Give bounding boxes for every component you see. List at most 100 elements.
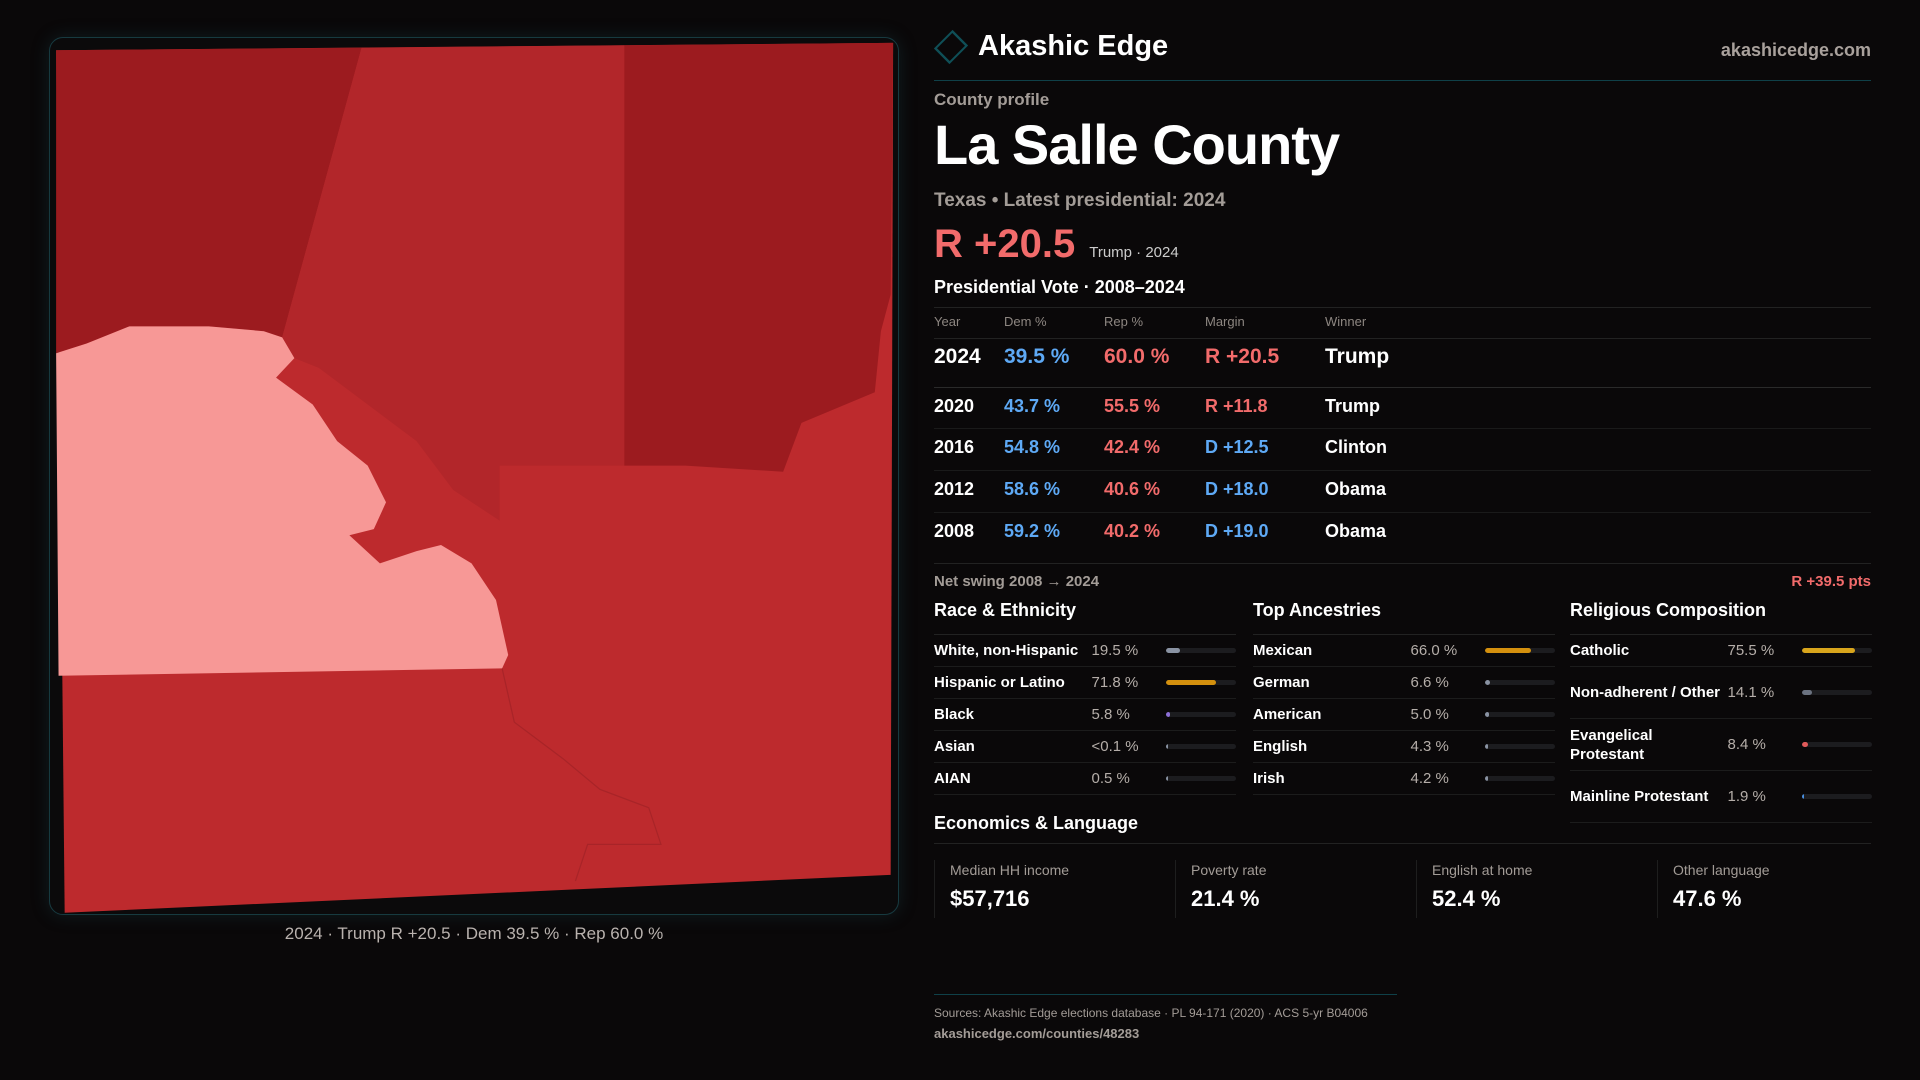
- map-region-west[interactable]: [56, 326, 509, 676]
- kicker: County profile: [934, 90, 1050, 109]
- net-swing-label: Net swing 2008 → 2024: [934, 573, 1100, 590]
- stat-value: 6.6 %: [1410, 674, 1449, 691]
- sources: Sources: Akashic Edge elections database…: [934, 1006, 1368, 1020]
- stat-label: Evangelical Protestant: [1570, 726, 1653, 763]
- vote-rep: 40.6 %: [1104, 479, 1161, 499]
- subtitle: Texas • Latest presidential: 2024: [934, 190, 1226, 211]
- econ-stat: Poverty rate 21.4 %: [1175, 860, 1416, 918]
- site-link[interactable]: akashicedge.com: [1720, 40, 1871, 60]
- stat-label: English: [1253, 738, 1308, 755]
- econ-label: Other language: [1673, 862, 1770, 878]
- stat-bar-fill: [1485, 712, 1489, 717]
- stat-bar: [1802, 690, 1872, 695]
- section-title: Religious Composition: [1570, 600, 1766, 620]
- econ-value: 21.4 %: [1191, 886, 1260, 911]
- precinct-map[interactable]: [49, 37, 899, 915]
- stat-row: White, non-Hispanic 19.5 %: [934, 635, 1236, 667]
- stat-label: White, non-Hispanic: [934, 642, 1079, 659]
- map-caption: 2024 · Trump R +20.5 · Dem 39.5 % · Rep …: [284, 924, 664, 943]
- county-url[interactable]: akashicedge.com/counties/48283: [934, 1026, 1140, 1041]
- econ-value: 52.4 %: [1432, 886, 1501, 911]
- vote-margin: D +19.0: [1205, 521, 1269, 541]
- stat-label: Black: [934, 706, 975, 723]
- vote-winner: Obama: [1325, 479, 1387, 499]
- stat-label: German: [1253, 674, 1310, 691]
- stat-label: AIAN: [934, 770, 971, 787]
- stat-label: Irish: [1253, 770, 1285, 787]
- stat-bar-fill: [1485, 744, 1489, 749]
- page-title: La Salle County: [934, 113, 1340, 176]
- stat-bar: [1485, 744, 1555, 749]
- stat-value: 19.5 %: [1091, 642, 1139, 659]
- stat-value: 5.0 %: [1410, 706, 1449, 723]
- stat-bar: [1166, 712, 1236, 717]
- vote-margin: R +20.5: [1205, 345, 1280, 368]
- section-title: Top Ancestries: [1253, 600, 1382, 620]
- stat-bar-fill: [1485, 680, 1490, 685]
- section-title: Race & Ethnicity: [934, 600, 1077, 620]
- vote-winner: Obama: [1325, 521, 1387, 541]
- econ-stat: Other language 47.6 %: [1657, 860, 1898, 918]
- vote-margin: R +11.8: [1205, 396, 1268, 416]
- margin-note: Trump · 2024: [1089, 244, 1179, 261]
- econ-stat: Median HH income $57,716: [934, 860, 1175, 918]
- stat-value: 1.9 %: [1727, 788, 1766, 805]
- stat-row: English 4.3 %: [1253, 731, 1555, 763]
- vote-winner: Clinton: [1325, 437, 1387, 457]
- stat-label: Asian: [934, 738, 975, 755]
- econ-value: 47.6 %: [1673, 886, 1742, 911]
- th-rep: Rep %: [1104, 314, 1144, 329]
- stat-bar-fill: [1802, 742, 1809, 747]
- brand-logo[interactable]: Akashic Edge: [933, 29, 1169, 64]
- vote-rep: 55.5 %: [1104, 396, 1161, 416]
- stat-value: <0.1 %: [1091, 738, 1139, 755]
- map-region-north-central[interactable]: [282, 45, 625, 521]
- stat-bar-fill: [1485, 648, 1532, 653]
- stat-bar: [1802, 742, 1872, 747]
- vote-year: 2008: [934, 521, 975, 541]
- th-margin: Margin: [1205, 314, 1245, 329]
- econ-value: $57,716: [950, 886, 1030, 911]
- stat-row: Asian <0.1 %: [934, 731, 1236, 763]
- stat-bar: [1485, 776, 1555, 781]
- stat-label: American: [1253, 706, 1322, 723]
- stat-bar: [1166, 648, 1236, 653]
- stat-label: Mexican: [1253, 642, 1313, 659]
- diamond-logo-icon: [933, 29, 969, 64]
- vote-year: 2012: [934, 479, 975, 499]
- stat-value: 4.2 %: [1410, 770, 1449, 787]
- econ-label: Poverty rate: [1191, 862, 1267, 878]
- economics-title: Economics & Language: [934, 813, 1139, 833]
- brand-name: Akashic Edge: [978, 30, 1169, 62]
- stat-value: 8.4 %: [1727, 736, 1766, 753]
- headline-margin: R +20.5: [934, 222, 1076, 266]
- stat-row: Black 5.8 %: [934, 699, 1236, 731]
- stat-row: Hispanic or Latino 71.8 %: [934, 667, 1236, 699]
- vote-rep: 42.4 %: [1104, 437, 1161, 457]
- vote-winner: Trump: [1325, 345, 1390, 368]
- th-winner: Winner: [1325, 314, 1367, 329]
- stat-value: 5.8 %: [1091, 706, 1130, 723]
- stat-row: Evangelical Protestant 8.4 %: [1570, 719, 1872, 771]
- map-region-northeast[interactable]: [624, 42, 894, 472]
- econ-label: English at home: [1432, 862, 1533, 878]
- stat-bar-fill: [1166, 648, 1180, 653]
- vote-dem: 58.6 %: [1004, 479, 1061, 499]
- stat-label: Non-adherent / Other: [1570, 684, 1721, 701]
- vote-rep: 60.0 %: [1104, 345, 1170, 368]
- stat-value: 14.1 %: [1727, 684, 1775, 701]
- stat-bar-fill: [1802, 648, 1855, 653]
- stat-bar-fill: [1802, 794, 1805, 799]
- stat-value: 75.5 %: [1727, 642, 1775, 659]
- ancestry-section: Top Ancestries Mexican 66.0 % German 6.6 % Am…: [1253, 600, 1555, 795]
- stat-value: 4.3 %: [1410, 738, 1449, 755]
- stat-bar: [1802, 794, 1872, 799]
- stat-bar: [1166, 776, 1236, 781]
- econ-stat: English at home 52.4 %: [1416, 860, 1657, 918]
- stat-value: 71.8 %: [1091, 674, 1139, 691]
- stat-bar: [1802, 648, 1872, 653]
- map-region-northwest[interactable]: [56, 47, 362, 354]
- stat-bar-fill: [1802, 690, 1813, 695]
- vote-heading: Presidential Vote · 2008–2024: [934, 277, 1185, 297]
- religion-section: Religious Composition Catholic 75.5 % Non-a…: [1570, 600, 1872, 823]
